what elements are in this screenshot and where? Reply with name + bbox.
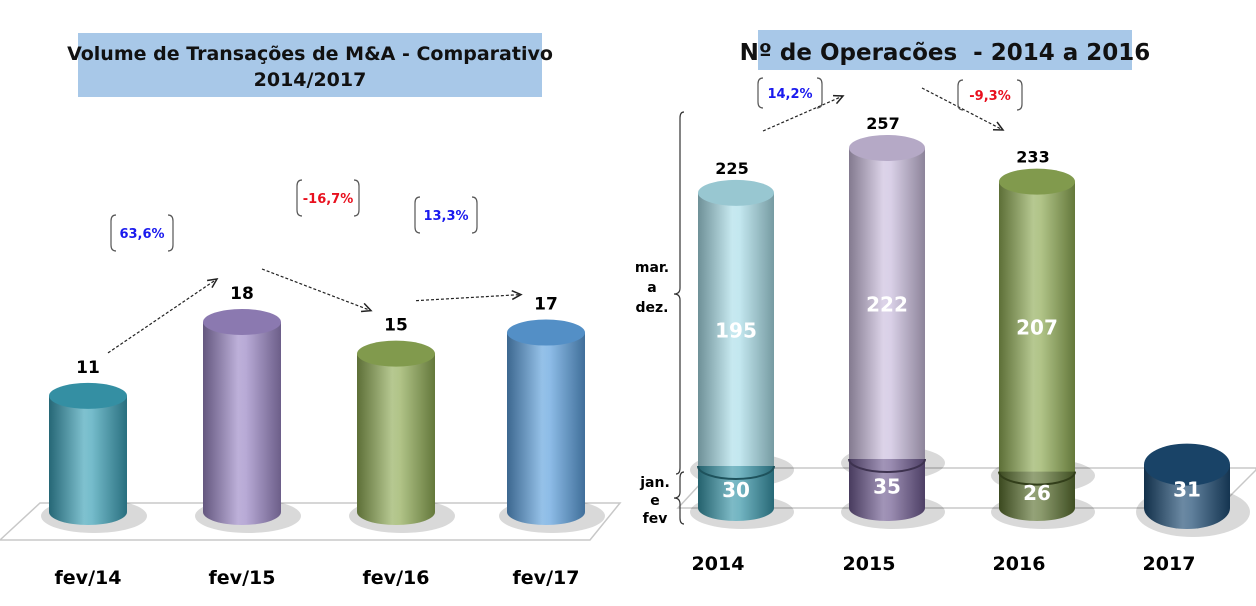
- brace-label-upper: mar.: [635, 260, 669, 276]
- bracket-right: [1016, 79, 1023, 111]
- segment-label-bottom: 31: [1173, 477, 1201, 501]
- bar-2016-mar-dez-top: [999, 168, 1075, 195]
- x-tick-label: 2014: [692, 553, 745, 575]
- left-bars: [41, 179, 605, 533]
- total-label: 233: [1016, 148, 1049, 167]
- segment-label-bottom: 26: [1023, 481, 1051, 505]
- left-title-bg: [78, 33, 542, 97]
- change-label: 14,2%: [767, 87, 812, 102]
- segment-label-top: 207: [1016, 316, 1058, 340]
- brace-lower: [673, 471, 685, 525]
- bracket-right: [816, 77, 823, 109]
- change-arrow: [107, 278, 218, 354]
- left-x-tick-labels: fev/14 fev/15 fev/16 fev/17: [55, 567, 580, 589]
- data-label: 15: [384, 316, 408, 336]
- bar-2015-jan-fev: [849, 458, 925, 521]
- arrow-head-icon: [360, 302, 373, 313]
- bracket-left: [957, 79, 964, 111]
- bar-fev/15-top: [203, 309, 281, 335]
- bar-fev/14: [49, 395, 127, 525]
- arrow-head-icon: [832, 94, 845, 105]
- bar-2014-jan-fev: [698, 465, 774, 521]
- bar-2016-jan-fev: [999, 471, 1075, 521]
- segment-label-top: 222: [866, 292, 908, 316]
- bar-2014-jan-fev-seam: [697, 465, 775, 480]
- data-label: 17: [534, 295, 558, 315]
- change-arrow: [415, 293, 522, 302]
- bar-2016-mar-dez: [999, 181, 1075, 485]
- bar-fev/17-top: [507, 319, 585, 346]
- brace-label-upper: dez.: [636, 300, 669, 316]
- brace-upper: [673, 111, 685, 475]
- bracket-right: [167, 214, 174, 252]
- bracket-right: [471, 196, 478, 234]
- arrow-head-icon: [992, 121, 1005, 131]
- bar-fev/16-top: [357, 340, 435, 367]
- segment-label-bottom: 30: [722, 478, 750, 502]
- bracket-left: [414, 196, 421, 234]
- left-chart-subtitle: 2014/2017: [254, 69, 367, 91]
- total-label: 225: [715, 159, 748, 178]
- bar-2015-jan-fev-seam: [848, 458, 926, 473]
- data-label: 11: [76, 358, 100, 378]
- bar-fev/14-top: [49, 382, 127, 409]
- x-tick-label: fev/16: [363, 567, 430, 589]
- change-label: 63,6%: [119, 227, 164, 242]
- bar-fev/16: [357, 353, 435, 525]
- bracket-left: [757, 77, 764, 109]
- bracket-right: [353, 179, 360, 217]
- x-tick-label: fev/15: [209, 567, 276, 589]
- change-arrow: [762, 95, 844, 132]
- arrow-head-icon: [206, 278, 219, 289]
- left-chart-title: Volume de Transações de M&A - Comparativ…: [67, 43, 553, 65]
- arrow-head-icon: [511, 290, 523, 301]
- x-tick-label: 2017: [1143, 553, 1196, 575]
- change-label: -9,3%: [969, 89, 1010, 104]
- bar-2015-mar-dez: [849, 148, 925, 472]
- segment-label-bottom: 35: [873, 474, 901, 498]
- x-tick-label: 2016: [993, 553, 1046, 575]
- bar-2014-mar-dez-top: [698, 179, 774, 206]
- x-tick-label: fev/17: [513, 567, 580, 589]
- segment-label-top: 195: [715, 318, 757, 342]
- right-title-bg: [758, 30, 1132, 70]
- x-tick-label: 2015: [843, 553, 896, 575]
- bar-2015-mar-dez-top: [849, 135, 925, 161]
- brace-label-lower: jan.: [639, 475, 670, 491]
- x-tick-label: fev/14: [55, 567, 122, 589]
- brace-label-lower: e: [650, 493, 660, 509]
- total-label: 257: [866, 114, 899, 133]
- bar-2017-jan-fev-top: [1144, 443, 1230, 486]
- change-label: -16,7%: [303, 192, 354, 207]
- brace-label-lower: fev: [643, 511, 668, 527]
- bar-fev/15: [203, 322, 281, 525]
- change-arrow: [261, 268, 372, 312]
- data-label: 18: [230, 284, 254, 304]
- change-arrow: [921, 87, 1004, 131]
- change-label: 13,3%: [423, 209, 468, 224]
- bar-2014-mar-dez: [698, 192, 774, 479]
- right-bars: [690, 77, 1250, 537]
- bar-2016-jan-fev-seam: [998, 471, 1076, 486]
- bar-fev/17: [507, 332, 585, 525]
- right-chart-title: Nº de Operacões - 2014 a 2016: [740, 40, 1151, 66]
- bracket-left: [110, 214, 117, 252]
- bracket-left: [296, 179, 303, 217]
- brace-label-upper: a: [647, 280, 656, 296]
